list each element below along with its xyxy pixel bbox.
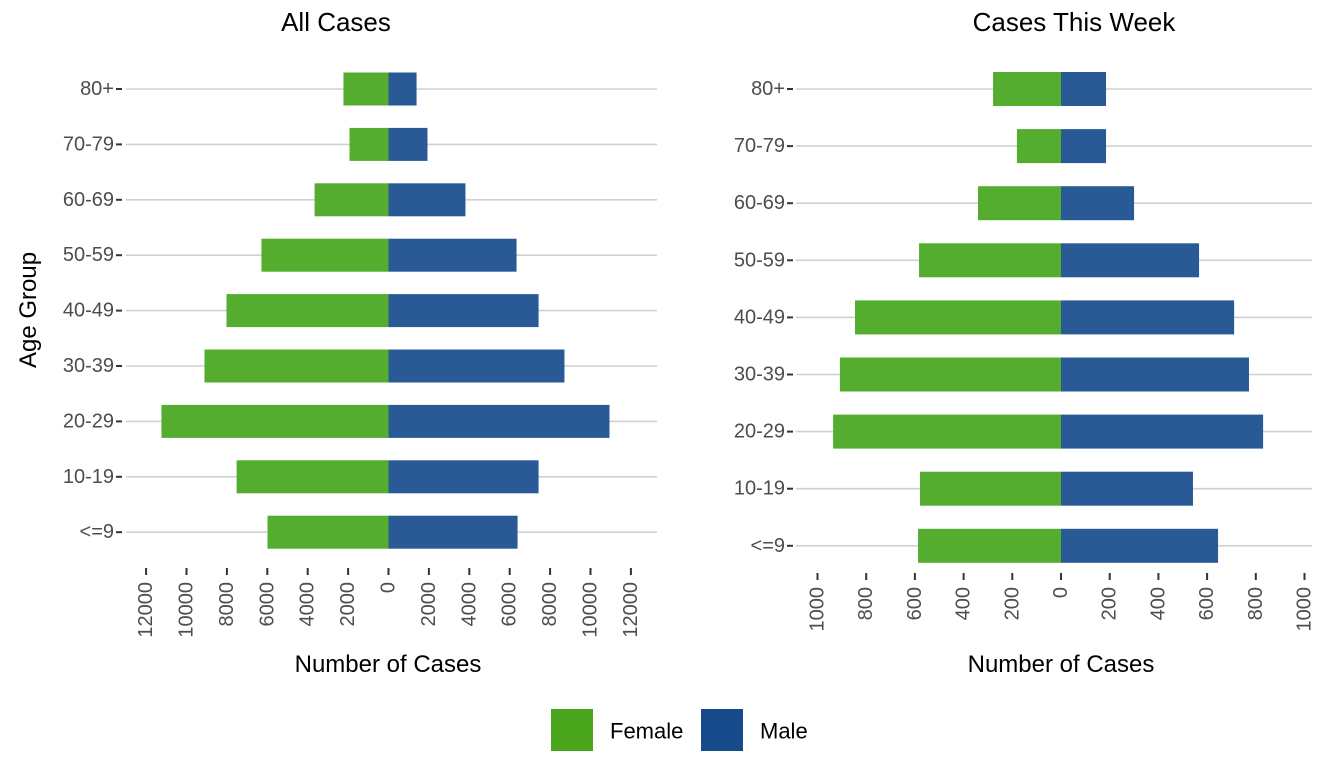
bar-female	[977, 186, 1061, 221]
x-tick-label: 0	[1050, 587, 1072, 598]
x-axis: 1000 800 600 400 200 0 200 400 600 800 1000	[807, 573, 1316, 632]
bar-male	[1061, 357, 1249, 392]
panel-cases-this-week: Cases This Week Number of Cases 80+ 70-79…	[734, 7, 1316, 678]
chart-title: All Cases	[281, 7, 391, 37]
y-tick-label: <=9	[751, 535, 785, 557]
y-tick-label: 50-59	[63, 244, 114, 266]
x-tick-label: 600	[1196, 587, 1218, 620]
x-tick-label: 0	[378, 582, 400, 593]
y-tick-label: 40-49	[734, 306, 785, 328]
panel-all-cases: All Cases Number of Cases Age Group 80+ 7…	[15, 7, 657, 678]
y-tick-label: 40-49	[63, 300, 114, 322]
bar-male	[1061, 471, 1193, 506]
bar-female	[349, 127, 389, 161]
x-tick-label: 4000	[297, 582, 319, 627]
bar-female	[920, 471, 1061, 506]
legend-key-female	[551, 709, 593, 751]
y-axis: 80+ 70-79 60-69 50-59 40-49 30-39 20-29 10-19 <=…	[734, 78, 793, 557]
bar-female	[261, 238, 389, 272]
chart-title: Cases This Week	[973, 7, 1177, 37]
x-tick-label: 400	[1147, 587, 1169, 620]
y-tick-label: 80+	[751, 78, 785, 100]
bar-male	[1061, 186, 1135, 221]
legend-key-male	[701, 709, 743, 751]
bar-female	[839, 357, 1061, 392]
bar-female	[204, 349, 389, 383]
x-tick-label: 200	[1001, 587, 1023, 620]
bar-male	[388, 238, 517, 272]
y-tick-label: 20-29	[63, 410, 114, 432]
x-tick-label: 8000	[216, 582, 238, 627]
bars	[161, 72, 610, 549]
x-tick-label: 10000	[176, 582, 198, 638]
legend-label-female: Female	[610, 719, 683, 744]
bars	[833, 72, 1264, 563]
bar-female	[343, 72, 389, 106]
x-tick-label: 12000	[620, 582, 642, 638]
x-tick-label: 10000	[580, 582, 602, 638]
y-axis-title: Age Group	[15, 252, 42, 368]
y-tick-label: 60-69	[63, 189, 114, 211]
x-tick-label: 2000	[337, 582, 359, 627]
bar-female	[919, 243, 1061, 278]
y-tick-label: 60-69	[734, 192, 785, 214]
bar-female	[161, 404, 389, 438]
y-tick-label: 80+	[80, 78, 114, 100]
x-tick-label: 200	[1099, 587, 1121, 620]
x-tick-label: 4000	[458, 582, 480, 627]
y-tick-label: 10-19	[63, 466, 114, 488]
bar-female	[918, 528, 1061, 563]
bar-female	[1016, 129, 1061, 164]
y-axis: 80+ 70-79 60-69 50-59 40-49 30-39 20-29 10-19 <=…	[63, 78, 122, 543]
bar-male	[388, 515, 518, 549]
bar-male	[1061, 243, 1200, 278]
bar-male	[1061, 528, 1219, 563]
bar-male	[388, 127, 428, 161]
y-tick-label: <=9	[80, 521, 114, 543]
x-axis-title: Number of Cases	[968, 651, 1155, 678]
x-tick-label: 800	[855, 587, 877, 620]
bar-female	[226, 294, 389, 328]
legend-label-male: Male	[760, 719, 808, 744]
x-tick-label: 1000	[807, 587, 829, 632]
bar-male	[388, 294, 539, 328]
y-tick-label: 50-59	[734, 249, 785, 271]
x-tick-label: 1000	[1294, 587, 1316, 632]
bar-female	[833, 414, 1061, 449]
x-tick-label: 12000	[135, 582, 157, 638]
x-axis-title: Number of Cases	[295, 651, 482, 678]
bar-male	[1061, 129, 1107, 164]
y-tick-label: 20-29	[734, 421, 785, 443]
x-tick-label: 6000	[256, 582, 278, 627]
y-tick-label: 10-19	[734, 478, 785, 500]
x-axis: 12000 10000 8000 6000 4000 2000 0 2000 4000 6000 8…	[135, 568, 642, 638]
y-tick-label: 70-79	[63, 133, 114, 155]
bar-female	[993, 72, 1061, 106]
bar-female	[854, 300, 1061, 335]
x-tick-label: 8000	[539, 582, 561, 627]
bar-male	[1061, 72, 1107, 106]
bar-male	[388, 183, 466, 217]
bar-male	[388, 349, 565, 383]
x-tick-label: 800	[1245, 587, 1267, 620]
x-tick-label: 600	[904, 587, 926, 620]
bar-male	[388, 72, 417, 106]
x-tick-label: 6000	[499, 582, 521, 627]
y-tick-label: 30-39	[734, 364, 785, 386]
bar-female	[236, 460, 389, 494]
bar-female	[267, 515, 389, 549]
y-tick-label: 70-79	[734, 135, 785, 157]
bar-male	[388, 460, 539, 494]
bar-male	[388, 404, 610, 438]
y-tick-label: 30-39	[63, 355, 114, 377]
bar-male	[1061, 300, 1235, 335]
bar-male	[1061, 414, 1264, 449]
x-tick-label: 2000	[418, 582, 440, 627]
x-tick-label: 400	[953, 587, 975, 620]
legend: Female Male	[551, 709, 808, 751]
bar-female	[314, 183, 389, 217]
